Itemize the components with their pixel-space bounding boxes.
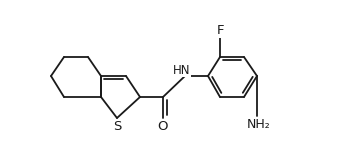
Text: S: S [113, 119, 121, 133]
Text: F: F [216, 24, 224, 37]
Text: HN: HN [173, 64, 191, 76]
Text: O: O [157, 119, 167, 133]
Text: NH₂: NH₂ [247, 118, 271, 131]
